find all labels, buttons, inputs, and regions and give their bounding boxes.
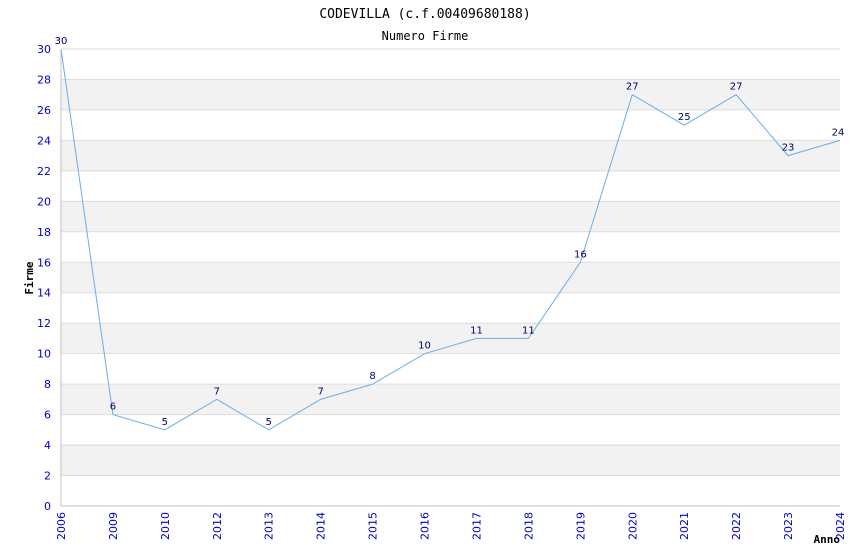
background-band xyxy=(61,445,840,476)
data-label: 30 xyxy=(55,36,68,47)
y-tick-label: 24 xyxy=(37,134,51,147)
series-lines xyxy=(60,48,841,431)
x-tick-label: 2006 xyxy=(55,512,68,540)
background-band xyxy=(61,262,840,293)
background-band xyxy=(61,79,840,110)
data-label: 5 xyxy=(162,417,168,428)
x-tick-label: 2017 xyxy=(470,512,483,540)
data-label: 6 xyxy=(110,402,116,413)
x-tick-labels: 2006 2009 2010 2012 2013 2014 2015 2016 2017 2018… xyxy=(55,512,847,540)
background-band xyxy=(61,140,840,171)
y-tick-label: 16 xyxy=(37,256,51,269)
data-label: 25 xyxy=(678,112,691,123)
x-tick-label: 2010 xyxy=(159,512,172,540)
chart-subtitle: Numero Firme xyxy=(382,29,469,43)
y-tick-label: 8 xyxy=(44,378,51,391)
x-tick-label: 2021 xyxy=(678,512,691,540)
x-tick-label: 2023 xyxy=(782,512,795,540)
data-label: 11 xyxy=(470,325,483,336)
y-tick-label: 30 xyxy=(37,43,51,56)
x-tick-label: 2015 xyxy=(367,512,380,540)
x-tick-label: 2009 xyxy=(107,512,120,540)
background-bands xyxy=(61,79,840,476)
background-band xyxy=(61,201,840,232)
data-label: 5 xyxy=(266,417,272,428)
data-label: 27 xyxy=(626,82,639,93)
x-tick-label: 2016 xyxy=(419,512,432,540)
x-tick-label: 2013 xyxy=(263,512,276,540)
y-tick-label: 20 xyxy=(37,195,51,208)
y-tick-label: 6 xyxy=(44,409,51,422)
data-label: 11 xyxy=(522,325,535,336)
x-tick-label: 2012 xyxy=(211,512,224,540)
x-tick-label: 2020 xyxy=(626,512,639,540)
y-tick-label: 2 xyxy=(44,470,51,483)
x-tick-label: 2014 xyxy=(315,512,328,540)
y-tick-label: 4 xyxy=(44,439,51,452)
data-labels: 30 6 5 7 5 7 8 10 11 11 16 27 25 27 23 24 xyxy=(55,36,845,428)
y-tick-label: 10 xyxy=(37,348,51,361)
data-label: 23 xyxy=(782,143,795,154)
y-tick-label: 12 xyxy=(37,317,51,330)
data-label: 24 xyxy=(832,127,845,138)
series-line xyxy=(60,48,841,431)
y-tick-label: 26 xyxy=(37,104,51,117)
chart-title: CODEVILLA (c.f.00409680188) xyxy=(319,7,530,22)
y-tick-label: 18 xyxy=(37,226,51,239)
data-label: 10 xyxy=(418,341,431,352)
y-tick-label: 22 xyxy=(37,165,51,178)
axes xyxy=(60,49,840,507)
background-band xyxy=(61,384,840,415)
x-tick-label: 2022 xyxy=(730,512,743,540)
x-tick-label: 2024 xyxy=(834,512,847,540)
x-tick-label: 2019 xyxy=(574,512,587,540)
data-label: 27 xyxy=(730,82,743,93)
data-label: 7 xyxy=(317,386,323,397)
data-label: 16 xyxy=(574,249,587,260)
x-tick-label: 2018 xyxy=(522,512,535,540)
y-tick-label: 28 xyxy=(37,73,51,86)
y-axis-title: Firme xyxy=(23,261,36,294)
y-tick-label: 14 xyxy=(37,287,51,300)
x-axis-title: Anno xyxy=(814,533,841,546)
data-label: 8 xyxy=(369,371,375,382)
data-label: 7 xyxy=(214,386,220,397)
background-band xyxy=(61,323,840,354)
y-tick-label: 0 xyxy=(44,500,51,513)
